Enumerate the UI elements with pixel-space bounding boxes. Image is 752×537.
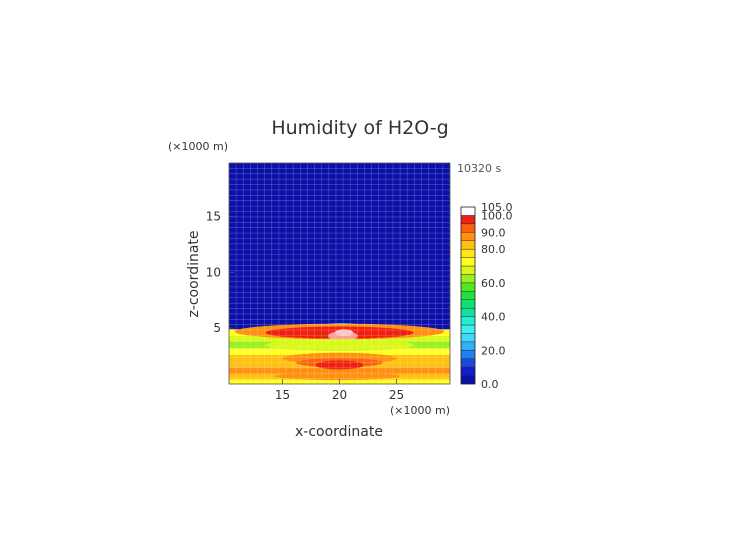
colorbar-band [460, 248, 476, 258]
contour-layer [229, 163, 450, 330]
y-axis-label: z-coordinate [186, 230, 202, 317]
colorbar-band [460, 257, 476, 267]
time-label: 10320 s [457, 162, 501, 175]
x-tick-label: 15 [275, 388, 290, 402]
colorbar-label: 0.0 [481, 378, 499, 391]
colorbar-band [460, 350, 476, 359]
colorbar-label: 105.0 [481, 201, 513, 214]
colorbar-band [460, 358, 476, 368]
colorbar-band [460, 307, 476, 317]
y-axis-ticks: 5 10 15 [206, 210, 234, 335]
colorbar-band [460, 316, 476, 326]
colorbar-band [460, 206, 476, 216]
colorbar-band [460, 341, 476, 351]
contour-feature [315, 360, 364, 370]
x-multiplier-label: (×1000 m) [390, 404, 450, 417]
colorbar-band [460, 240, 476, 250]
contour-feature [334, 329, 354, 337]
x-tick-label: 20 [332, 388, 347, 402]
colorbar-label: 100.0 [481, 209, 513, 222]
colorbar-band [460, 333, 476, 343]
colorbar-band [460, 232, 476, 241]
colorbar-band [460, 375, 476, 385]
y-tick-label: 5 [213, 321, 221, 335]
contour-feature [265, 338, 414, 352]
x-axis-label: x-coordinate [295, 424, 383, 440]
colorbar-band [460, 282, 476, 292]
contour-layer [229, 348, 450, 355]
colorbar-label: 40.0 [481, 311, 506, 324]
x-tick-label: 25 [389, 388, 404, 402]
colorbar-frame [460, 206, 476, 385]
colorbar-band [460, 274, 476, 284]
y-multiplier-label: (×1000 m) [168, 140, 228, 153]
contour-feature [274, 372, 400, 381]
colorbar-band [460, 215, 476, 225]
colorbar-band [460, 324, 476, 334]
y-tick-label: 10 [206, 265, 221, 279]
colorbar-band [460, 366, 476, 376]
y-tick-label: 15 [206, 210, 221, 224]
colorbar-band [460, 265, 476, 275]
colorbar-label: 20.0 [481, 344, 506, 357]
contour-layer [229, 367, 450, 374]
colorbar-band [460, 299, 476, 309]
x-axis-ticks: 15 20 25 [275, 379, 404, 402]
chart-title: Humidity of H2O-g [271, 117, 448, 139]
colorbar-band [460, 291, 476, 300]
plot-area [228, 162, 451, 385]
colorbar-label: 60.0 [481, 277, 506, 290]
colorbar-band [460, 223, 476, 233]
colorbar-label: 80.0 [481, 243, 506, 256]
colorbar-label: 90.0 [481, 226, 506, 239]
